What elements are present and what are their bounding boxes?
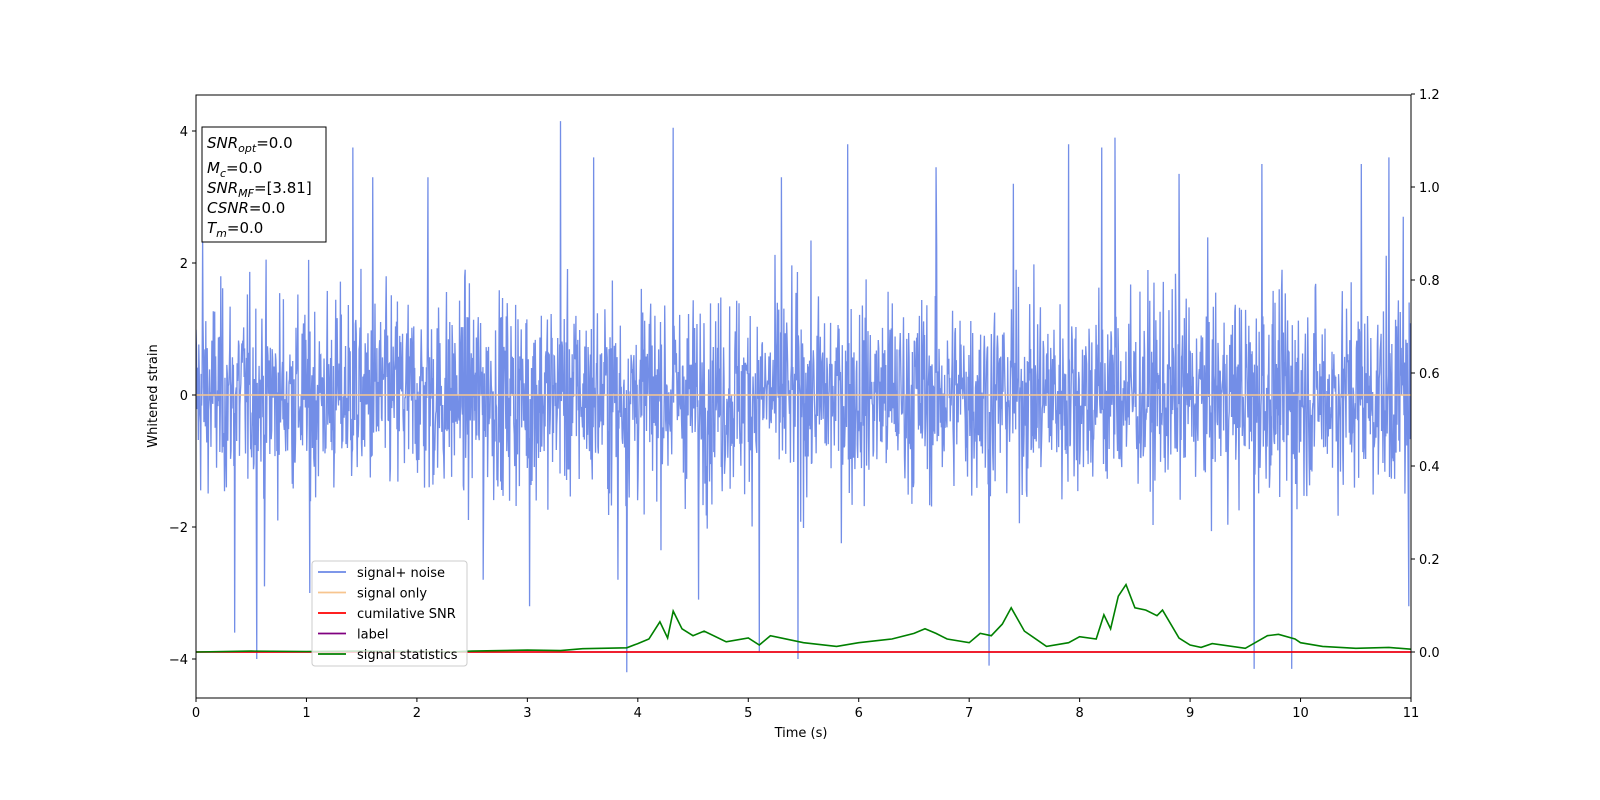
x-tick-label: 7: [965, 706, 973, 721]
y-axis-right: 1.2 1.0 0.8 0.6 0.4 0.2 0.0: [1411, 88, 1440, 661]
x-tick-label: 2: [413, 706, 421, 721]
x-tick-label: 6: [855, 706, 863, 721]
info-box: SNRopt=0.0 Mc=0.0 SNRMF=[3.81] CSNR=0.0 …: [201, 126, 327, 243]
info-box-frame: [201, 126, 327, 243]
legend-label: signal+ noise: [357, 566, 445, 581]
legend-label: cumilative SNR: [357, 607, 456, 622]
x-tick-label: 3: [523, 706, 531, 721]
x-axis-label: Time (s): [774, 726, 828, 741]
info-tm: Tm=0.0: [207, 219, 263, 240]
legend-label: signal only: [357, 587, 427, 602]
series-signal-noise: [196, 121, 1411, 673]
x-tick-label: 5: [744, 706, 752, 721]
y-axis-label: Whitened strain: [146, 344, 161, 447]
series-signal-statistics: [196, 582, 1411, 653]
y-right-tick-label: 0.6: [1419, 367, 1440, 382]
legend-label: label: [357, 628, 388, 643]
y-tick-label: −2: [169, 521, 188, 536]
info-snr-opt: SNRopt=0.0: [207, 134, 293, 155]
x-tick-label: 0: [192, 706, 200, 721]
info-snr-mf: SNRMF=[3.81]: [207, 179, 312, 200]
axes-frame: [195, 94, 1412, 699]
legend: signal+ noise signal only cumilative SNR la…: [311, 560, 468, 667]
y-tick-label: 2: [180, 257, 188, 272]
y-right-tick-label: 0.4: [1419, 460, 1440, 475]
y-axis-left: 4 2 0 −2 −4: [169, 125, 196, 668]
legend-label: signal statistics: [357, 648, 458, 663]
x-tick-label: 1: [302, 706, 310, 721]
y-tick-label: 4: [180, 125, 188, 140]
y-right-tick-label: 1.2: [1419, 88, 1440, 103]
y-right-tick-label: 0.2: [1419, 553, 1440, 568]
info-csnr: CSNR=0.0: [207, 199, 285, 217]
y-right-tick-label: 1.0: [1419, 181, 1440, 196]
x-tick-label: 11: [1403, 706, 1420, 721]
y-tick-label: −4: [169, 653, 188, 668]
x-tick-label: 4: [634, 706, 642, 721]
y-tick-label: 0: [180, 389, 188, 404]
noise-trace: [196, 121, 1411, 673]
legend-frame: [311, 560, 468, 667]
x-axis: 0 1 2 3 4 5 6 7 8 9 10 11: [192, 698, 1419, 721]
x-tick-label: 10: [1292, 706, 1309, 721]
x-tick-label: 8: [1075, 706, 1083, 721]
x-tick-label: 9: [1186, 706, 1194, 721]
info-mc: Mc=0.0: [207, 159, 262, 180]
y-right-tick-label: 0.0: [1419, 646, 1440, 661]
y-right-tick-label: 0.8: [1419, 274, 1440, 289]
